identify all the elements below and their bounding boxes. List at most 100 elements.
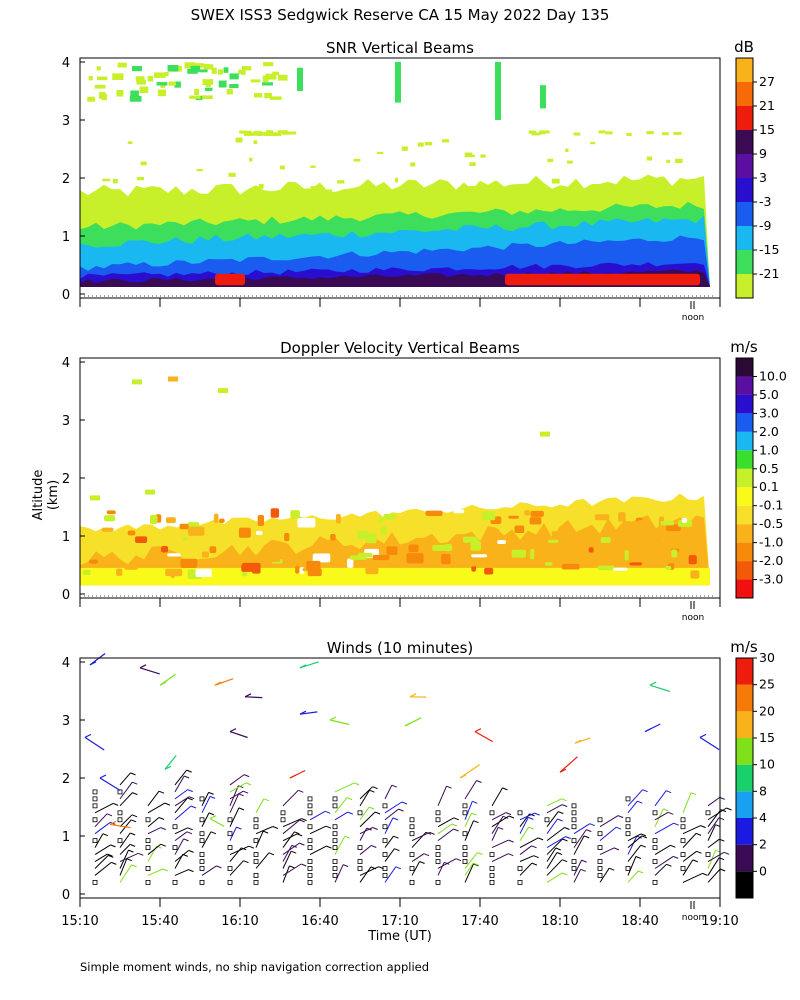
wind-barb bbox=[384, 801, 403, 814]
wind-calm-marker bbox=[307, 873, 313, 878]
noon-label: noon bbox=[682, 913, 704, 923]
doppler-patch bbox=[263, 551, 281, 563]
wind-barb-flag bbox=[329, 716, 337, 721]
colorbar-label: -0.5 bbox=[759, 516, 783, 531]
colorbar-swatch bbox=[736, 524, 753, 543]
wind-barb bbox=[94, 844, 111, 855]
wind-calm-marker bbox=[435, 845, 441, 850]
snr-speck bbox=[228, 172, 236, 177]
doppler-patch bbox=[406, 553, 424, 564]
wind-barb-flag bbox=[110, 844, 116, 848]
wind-barb bbox=[201, 792, 210, 807]
wind-barb-flag bbox=[665, 790, 672, 794]
snr-speck bbox=[277, 130, 288, 134]
wind-barb-flag bbox=[132, 781, 138, 785]
wind-barb bbox=[119, 858, 128, 876]
wind-barb bbox=[384, 835, 394, 848]
doppler-patch bbox=[377, 517, 384, 523]
footnote: Simple moment winds, no ship navigation … bbox=[80, 960, 430, 974]
snr-speck bbox=[253, 140, 258, 145]
y-tick-label: 4 bbox=[62, 356, 70, 371]
snr-speck bbox=[250, 79, 261, 83]
wind-calm-marker bbox=[680, 866, 686, 871]
wind-barb bbox=[174, 769, 188, 786]
x-tick-label: 15:40 bbox=[141, 914, 178, 929]
snr-speck bbox=[265, 130, 274, 134]
wind-calm-marker bbox=[382, 873, 388, 878]
wind-barb-flag bbox=[700, 825, 706, 829]
wind-barb-flag bbox=[291, 850, 297, 854]
colorbar-swatch bbox=[736, 658, 753, 685]
wind-calm-marker bbox=[92, 838, 98, 844]
snr-speck bbox=[258, 183, 264, 189]
doppler-patch bbox=[187, 526, 205, 536]
panel-3: Winds (10 minutes) 0 1 2 3 4 noon 0 2 4 8 10 15 20 25 3… bbox=[62, 638, 775, 923]
doppler-patch bbox=[372, 554, 390, 561]
wind-barb-flag bbox=[562, 859, 568, 863]
wind-barb-flag bbox=[409, 693, 417, 698]
wind-barb bbox=[654, 811, 669, 821]
wind-calm-marker bbox=[227, 866, 233, 871]
wind-barb-flag bbox=[109, 820, 117, 825]
wind-calm-marker bbox=[307, 838, 313, 844]
doppler-patch bbox=[530, 510, 544, 517]
colorbar-label: -3.0 bbox=[759, 572, 783, 587]
wind-barb-flag bbox=[720, 809, 727, 813]
wind-barb bbox=[491, 827, 499, 841]
wind-calm-marker bbox=[253, 852, 259, 857]
wind-calm-marker bbox=[571, 803, 577, 809]
colorbar-swatch bbox=[736, 684, 753, 712]
wind-barb bbox=[559, 756, 578, 773]
wind-barb-flag bbox=[617, 815, 624, 819]
snr-speck bbox=[223, 67, 229, 73]
doppler-patch bbox=[497, 540, 507, 544]
wind-calm-marker bbox=[517, 880, 523, 885]
wind-barb bbox=[359, 811, 376, 828]
wind-calm-marker bbox=[145, 817, 151, 823]
snr-speck bbox=[96, 66, 101, 71]
wind-barb bbox=[546, 847, 557, 862]
doppler-patch bbox=[101, 527, 114, 532]
colorbar-label: -1.0 bbox=[759, 535, 783, 550]
wind-barb-flag bbox=[238, 785, 244, 789]
snr-speck bbox=[239, 130, 246, 134]
wind-barb-flag bbox=[393, 835, 399, 839]
doppler-patch bbox=[484, 567, 494, 575]
snr-speck bbox=[469, 162, 476, 167]
wind-barb bbox=[94, 862, 112, 876]
snr-speck bbox=[646, 131, 654, 135]
doppler-surface bbox=[80, 567, 710, 586]
wind-barb bbox=[359, 866, 379, 876]
doppler-patch bbox=[165, 517, 176, 524]
wind-calm-marker bbox=[92, 880, 98, 885]
wind-calm-marker bbox=[307, 810, 313, 816]
wind-calm-marker bbox=[332, 838, 338, 844]
wind-barb bbox=[519, 855, 534, 862]
wind-barb-flag bbox=[559, 768, 567, 773]
doppler-patch bbox=[600, 537, 611, 543]
snr-speck bbox=[401, 146, 408, 151]
snr-speck bbox=[112, 178, 118, 184]
wind-calm-marker bbox=[145, 866, 151, 871]
wind-barb bbox=[519, 837, 539, 849]
wind-barb-flag bbox=[394, 848, 400, 852]
snr-speck bbox=[130, 90, 139, 97]
x-tick-label: 18:10 bbox=[541, 914, 578, 929]
wind-barb bbox=[94, 802, 114, 814]
wind-barb bbox=[119, 864, 133, 883]
snr-speck bbox=[88, 75, 93, 81]
panel-title: SNR Vertical Beams bbox=[326, 39, 474, 57]
wind-barb-flag bbox=[695, 832, 702, 836]
wind-barb-flag bbox=[453, 817, 459, 821]
wind-calm-marker bbox=[625, 866, 631, 871]
wind-barb bbox=[654, 844, 671, 855]
panel-2: Doppler Velocity Vertical Beams 0 1 2 3 4 noon… bbox=[62, 338, 787, 623]
doppler-patch bbox=[195, 568, 212, 578]
doppler-patch bbox=[594, 514, 610, 521]
wind-barb-flag bbox=[162, 868, 168, 872]
colorbar-swatch bbox=[736, 561, 753, 580]
wind-barb-flag bbox=[615, 826, 622, 830]
wind-barb bbox=[437, 858, 457, 869]
snr-speck bbox=[136, 79, 146, 85]
snr-speck bbox=[117, 62, 127, 68]
